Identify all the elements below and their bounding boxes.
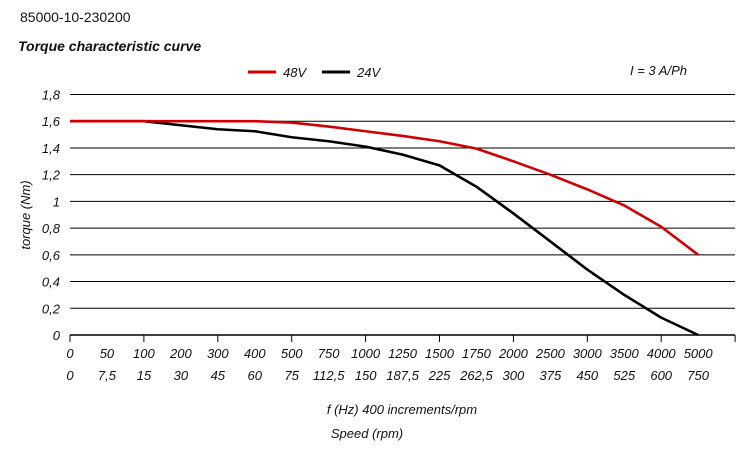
chart-title: Torque characteristic curve xyxy=(18,38,202,54)
x-tick-label-rpm: 75 xyxy=(284,368,299,383)
y-tick-label: 0,8 xyxy=(42,221,61,236)
x-tick-label-rpm: 375 xyxy=(539,368,561,383)
legend-label-48v: 48V xyxy=(283,65,307,80)
current-annotation: I = 3 A/Ph xyxy=(630,63,687,78)
x-tick-label-rpm: 600 xyxy=(650,368,672,383)
x-tick-label-rpm: 150 xyxy=(355,368,377,383)
x-tick-label-hz: 3000 xyxy=(573,346,603,361)
x-tick-label-hz: 750 xyxy=(318,346,340,361)
series-line-24v xyxy=(70,119,699,337)
y-tick-label: 1,8 xyxy=(42,88,61,103)
y-tick-label: 1 xyxy=(53,194,60,209)
x-axis-label-speed: Speed (rpm) xyxy=(331,426,403,441)
x-tick-label-rpm: 225 xyxy=(428,368,451,383)
x-tick-label-rpm: 30 xyxy=(174,368,189,383)
y-tick-label: 0 xyxy=(53,328,61,343)
x-tick-label-hz: 1000 xyxy=(351,346,381,361)
x-tick-label-hz: 50 xyxy=(100,346,115,361)
x-tick-label-rpm: 15 xyxy=(137,368,152,383)
x-tick-label-hz: 1500 xyxy=(425,346,455,361)
y-tick-label: 1,6 xyxy=(42,114,61,129)
x-tick-label-hz: 0 xyxy=(66,346,74,361)
part-number: 85000-10-230200 xyxy=(20,9,131,25)
x-tick-label-rpm: 0 xyxy=(66,368,74,383)
x-tick-label-hz: 2000 xyxy=(498,346,529,361)
x-tick-label-hz: 400 xyxy=(244,346,266,361)
legend-label-24v: 24V xyxy=(356,65,381,80)
y-tick-label: 1,4 xyxy=(42,141,60,156)
x-tick-label-hz: 4000 xyxy=(647,346,677,361)
x-tick-label-rpm: 300 xyxy=(503,368,525,383)
series-line-48v xyxy=(70,119,699,256)
x-tick-label-hz: 1750 xyxy=(462,346,492,361)
x-tick-label-hz: 300 xyxy=(207,346,229,361)
x-tick-label-hz: 500 xyxy=(281,346,303,361)
x-tick-label-rpm: 750 xyxy=(687,368,709,383)
x-tick-label-hz: 5000 xyxy=(684,346,714,361)
x-tick-label-rpm: 112,5 xyxy=(313,368,345,383)
x-tick-label-rpm: 525 xyxy=(613,368,635,383)
y-tick-label: 0,4 xyxy=(42,275,60,290)
x-tick-label-hz: 3500 xyxy=(610,346,640,361)
x-tick-label-rpm: 187,5 xyxy=(386,368,419,383)
x-tick-label-rpm: 450 xyxy=(576,368,598,383)
x-axis-label: f (Hz) 400 increments/rpm xyxy=(327,402,477,417)
x-tick-label-rpm: 7,5 xyxy=(98,368,117,383)
y-tick-label: 0,2 xyxy=(42,301,61,316)
x-tick-label-rpm: 262,5 xyxy=(459,368,493,383)
y-tick-label: 0,6 xyxy=(42,248,61,263)
x-tick-label-hz: 2500 xyxy=(535,346,566,361)
x-tick-label-rpm: 60 xyxy=(248,368,263,383)
y-tick-label: 1,2 xyxy=(42,168,61,183)
x-tick-label-hz: 100 xyxy=(133,346,155,361)
x-tick-label-hz: 1250 xyxy=(388,346,418,361)
x-tick-label-hz: 200 xyxy=(169,346,192,361)
x-tick-label-rpm: 45 xyxy=(211,368,226,383)
y-axis-label: torque (Nm) xyxy=(18,180,33,249)
